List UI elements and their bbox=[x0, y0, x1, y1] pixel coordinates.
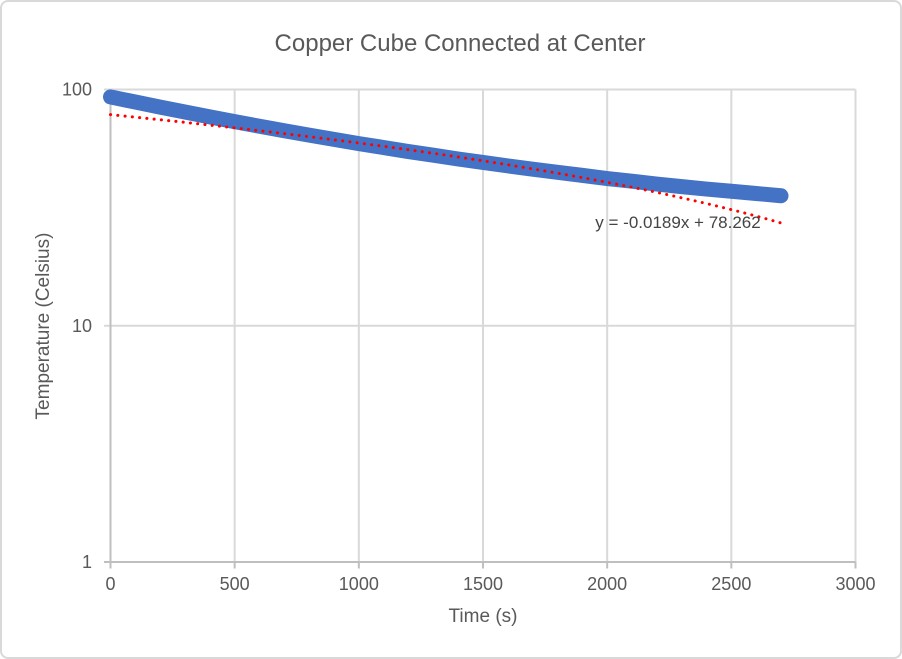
temperature-series bbox=[103, 89, 789, 204]
x-tick-label: 3000 bbox=[835, 574, 875, 594]
trendline-equation-label: y = -0.0189x + 78.262 bbox=[595, 213, 761, 232]
y-tick-label: 100 bbox=[62, 80, 92, 100]
x-tick-label: 1000 bbox=[339, 574, 379, 594]
trendline-dotted bbox=[109, 113, 783, 225]
y-tick-label: 1 bbox=[82, 552, 92, 572]
x-tick-label: 0 bbox=[105, 574, 115, 594]
x-axis-title: Time (s) bbox=[448, 606, 518, 627]
x-tick-label: 1500 bbox=[463, 574, 503, 594]
y-axis-title: Temperature (Celsius) bbox=[33, 232, 54, 420]
y-tick-label: 10 bbox=[72, 316, 92, 336]
x-tick-label: 500 bbox=[220, 574, 250, 594]
x-tick-label: 2000 bbox=[587, 574, 627, 594]
chart-title: Copper Cube Connected at Center bbox=[274, 30, 646, 57]
x-tick-label: 2500 bbox=[711, 574, 751, 594]
